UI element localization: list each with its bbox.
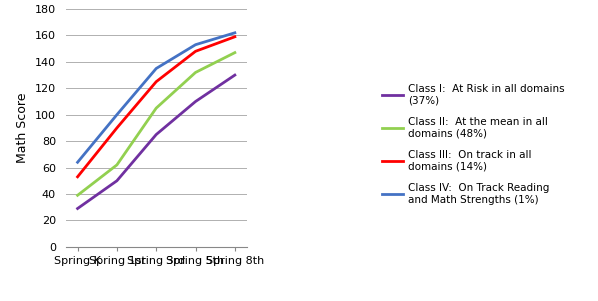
Class III:  On track in all
domains (14%): (1, 90): On track in all domains (14%): (1, 90) <box>113 126 120 130</box>
Y-axis label: Math Score: Math Score <box>16 93 29 163</box>
Line: Class II:  At the mean in all
domains (48%): Class II: At the mean in all domains (48… <box>78 53 235 195</box>
Class II:  At the mean in all
domains (48%): (1, 62): At the mean in all domains (48%): (1, 62… <box>113 163 120 167</box>
Class I:  At Risk in all domains
(37%): (3, 110): At Risk in all domains (37%): (3, 110) <box>192 100 199 103</box>
Class III:  On track in all
domains (14%): (2, 125): On track in all domains (14%): (2, 125) <box>152 80 160 83</box>
Class III:  On track in all
domains (14%): (0, 53): On track in all domains (14%): (0, 53) <box>74 175 81 178</box>
Class IV:  On Track Reading
and Math Strengths (1%): (0, 64): On Track Reading and Math Strengths (1%)… <box>74 160 81 164</box>
Class IV:  On Track Reading
and Math Strengths (1%): (4, 162): On Track Reading and Math Strengths (1%)… <box>231 31 239 35</box>
Class I:  At Risk in all domains
(37%): (0, 29): At Risk in all domains (37%): (0, 29) <box>74 207 81 210</box>
Class I:  At Risk in all domains
(37%): (4, 130): At Risk in all domains (37%): (4, 130) <box>231 73 239 77</box>
Class II:  At the mean in all
domains (48%): (3, 132): At the mean in all domains (48%): (3, 13… <box>192 71 199 74</box>
Class II:  At the mean in all
domains (48%): (4, 147): At the mean in all domains (48%): (4, 14… <box>231 51 239 54</box>
Class IV:  On Track Reading
and Math Strengths (1%): (1, 100): On Track Reading and Math Strengths (1%)… <box>113 113 120 116</box>
Line: Class III:  On track in all
domains (14%): Class III: On track in all domains (14%) <box>78 37 235 177</box>
Class III:  On track in all
domains (14%): (4, 159): On track in all domains (14%): (4, 159) <box>231 35 239 39</box>
Class IV:  On Track Reading
and Math Strengths (1%): (3, 153): On Track Reading and Math Strengths (1%)… <box>192 43 199 46</box>
Class I:  At Risk in all domains
(37%): (1, 50): At Risk in all domains (37%): (1, 50) <box>113 179 120 183</box>
Line: Class I:  At Risk in all domains
(37%): Class I: At Risk in all domains (37%) <box>78 75 235 209</box>
Class II:  At the mean in all
domains (48%): (2, 105): At the mean in all domains (48%): (2, 10… <box>152 106 160 110</box>
Class I:  At Risk in all domains
(37%): (2, 85): At Risk in all domains (37%): (2, 85) <box>152 133 160 136</box>
Line: Class IV:  On Track Reading
and Math Strengths (1%): Class IV: On Track Reading and Math Stre… <box>78 33 235 162</box>
Legend: Class I:  At Risk in all domains
(37%), Class II:  At the mean in all
domains (4: Class I: At Risk in all domains (37%), C… <box>382 84 565 205</box>
Class IV:  On Track Reading
and Math Strengths (1%): (2, 135): On Track Reading and Math Strengths (1%)… <box>152 67 160 70</box>
Class III:  On track in all
domains (14%): (3, 148): On track in all domains (14%): (3, 148) <box>192 49 199 53</box>
Class II:  At the mean in all
domains (48%): (0, 39): At the mean in all domains (48%): (0, 39… <box>74 194 81 197</box>
